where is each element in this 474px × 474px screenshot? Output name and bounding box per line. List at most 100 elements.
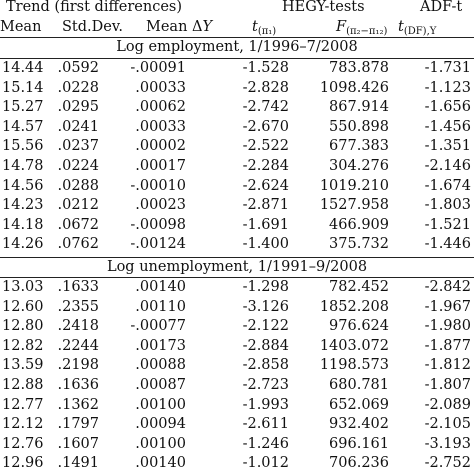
table-row: 12.12 .1797 .00094 -2.611 932.402 -2.105: [0, 415, 474, 434]
table-cell: -1.351: [424, 138, 471, 155]
table-cell: 696.161: [329, 435, 389, 452]
table-cell: 375.732: [329, 236, 389, 253]
table-cell: 14.44: [2, 60, 44, 76]
employment-rule: [0, 58, 474, 59]
unemployment-rule: [0, 277, 474, 278]
table-cell: .0241: [57, 118, 99, 135]
table-cell: -2.828: [242, 79, 289, 96]
table-cell: 867.914: [329, 99, 389, 116]
table-cell: -2.089: [424, 396, 471, 413]
table-cell: -1.528: [242, 60, 289, 76]
table-cell: -1.246: [242, 435, 289, 452]
col-header-t-main: t: [252, 19, 258, 35]
table-cell: -2.742: [242, 99, 289, 116]
table-cell: .00033: [135, 79, 186, 96]
table-cell: 14.78: [2, 158, 44, 174]
table-cell: 680.781: [329, 377, 389, 393]
col-header-t-sub: (π₁): [257, 26, 277, 37]
table-cell: 652.069: [329, 396, 389, 413]
table-cell: 12.82: [2, 337, 44, 354]
col-header-t-df: t(DF),Y: [398, 18, 436, 41]
table-cell: -1.656: [424, 99, 471, 116]
col-header-mean: Mean: [0, 19, 42, 35]
table-cell: .1797: [57, 416, 99, 433]
table-cell: -1.298: [242, 279, 289, 295]
table-cell: -2.858: [242, 357, 289, 374]
table-cell: 12.88: [2, 377, 44, 393]
table-cell: .0224: [57, 158, 99, 174]
table-cell: 550.898: [329, 118, 389, 135]
table-cell: 15.27: [2, 99, 44, 116]
table-cell: 677.383: [329, 138, 389, 155]
table-row: 12.77 .1362 .00100 -1.993 652.069 -2.089: [0, 396, 474, 415]
table-cell: -2.284: [242, 158, 289, 174]
table-row: 14.44 .0592 -.00091 -1.528 783.878 -1.731: [0, 59, 474, 78]
col-header-tdf-sub: (DF),Y: [403, 26, 437, 37]
table-cell: -1.993: [242, 396, 289, 413]
table-cell: 14.57: [2, 118, 44, 135]
table-cell: .0672: [57, 216, 99, 233]
table-cell: -3.126: [242, 298, 289, 315]
section-title-unemployment: Log unemployment, 1/1991–9/2008: [106, 259, 368, 275]
table-cell: 14.18: [2, 216, 44, 233]
table-cell: 12.76: [2, 435, 44, 452]
table-cell: .1633: [57, 279, 99, 295]
table-cell: 15.14: [2, 79, 44, 96]
col-header-std-dev: Std.Dev.: [62, 19, 123, 35]
table-cell: 1198.573: [319, 357, 389, 374]
col-header-f-sub: (π₂−π₁₂): [346, 26, 388, 37]
table-cell: -2.611: [242, 416, 289, 433]
table-cell: -1.446: [424, 236, 471, 253]
table-row: 12.60 .2355 .00110 -3.126 1852.208 -1.967: [0, 298, 474, 317]
table-cell: -1.521: [424, 216, 471, 233]
table-cell: -2.122: [242, 318, 289, 335]
table-cell: 1098.426: [319, 79, 389, 96]
table-cell: -2.884: [242, 337, 289, 354]
table-row: 12.96 .1491 .00140 -1.012 706.236 -2.752: [0, 454, 474, 473]
table-cell: 12.60: [2, 298, 44, 315]
table-cell: 12.77: [2, 396, 44, 413]
table-cell: .1362: [57, 396, 99, 413]
table-cell: .00100: [135, 435, 186, 452]
section-title-employment: Log employment, 1/1996–7/2008: [116, 39, 358, 55]
table-row: 14.78 .0224 .00017 -2.284 304.276 -2.146: [0, 157, 474, 176]
table-cell: -1.731: [424, 60, 471, 76]
table-cell: 1403.072: [319, 337, 389, 354]
table-cell: -2.752: [424, 455, 471, 472]
table-cell: 14.23: [2, 197, 44, 214]
table-cell: -3.193: [424, 435, 471, 452]
table-cell: 14.56: [2, 177, 44, 194]
table-cell: -1.877: [424, 337, 471, 354]
table-cell: -1.691: [242, 216, 289, 233]
table-row: 14.56 .0288 -.00010 -2.624 1019.210 -1.674: [0, 177, 474, 196]
table-cell: 782.452: [329, 279, 389, 295]
table-row: 15.27 .0295 .00062 -2.742 867.914 -1.656: [0, 98, 474, 117]
table-cell: 12.80: [2, 318, 44, 335]
table-row: 14.18 .0672 -.00098 -1.691 466.909 -1.521: [0, 216, 474, 235]
table-cell: .2355: [57, 298, 99, 315]
table-cell: -1.012: [242, 455, 289, 472]
table-cell: -2.670: [242, 118, 289, 135]
section-divider-rule: [0, 257, 474, 258]
table-cell: .00023: [135, 197, 186, 214]
table-cell: -2.105: [424, 416, 471, 433]
table-cell: .00094: [135, 416, 186, 433]
table-cell: .0295: [57, 99, 99, 116]
table-cell: 783.878: [329, 60, 389, 76]
table-cell: -2.842: [424, 279, 471, 295]
header-rule: [0, 37, 474, 38]
table-cell: .00173: [135, 337, 186, 354]
table-cell: -2.522: [242, 138, 289, 155]
table-row: 12.82 .2244 .00173 -2.884 1403.072 -1.877: [0, 337, 474, 356]
table-cell: -1.980: [424, 318, 471, 335]
table-cell: .0592: [57, 60, 99, 76]
table-cell: .00087: [135, 377, 186, 393]
col-header-mean-delta-var: Y: [202, 19, 213, 35]
table-cell: 932.402: [329, 416, 389, 433]
table-cell: -1.456: [424, 118, 471, 135]
table-cell: 1019.210: [319, 177, 389, 194]
table-cell: .00100: [135, 396, 186, 413]
table-cell: .2418: [57, 318, 99, 335]
table-cell: 15.56: [2, 138, 44, 155]
table-cell: -2.871: [242, 197, 289, 214]
